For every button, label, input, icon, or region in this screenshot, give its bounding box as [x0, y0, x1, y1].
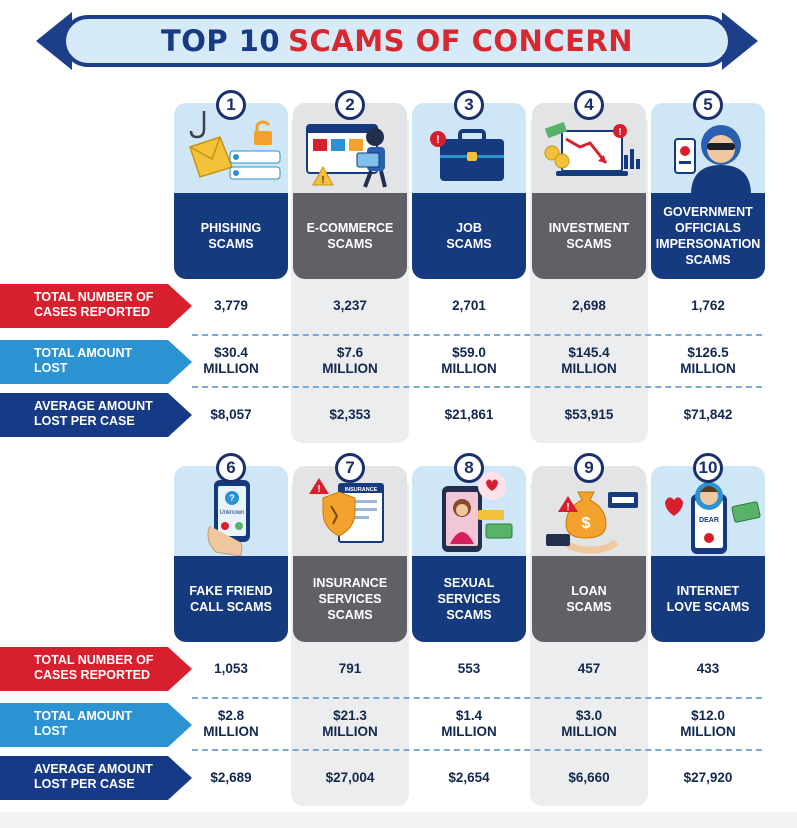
footer-strip — [0, 812, 797, 828]
page-title: TOP 10 SCAMS OF CONCERN — [62, 15, 732, 67]
value-cases: 3,237 — [333, 298, 367, 313]
value-cases: 1,053 — [214, 661, 248, 676]
value-amount: $12.0 MILLION — [680, 708, 736, 739]
value-amount: $1.4 MILLION — [441, 708, 497, 739]
value-average: $53,915 — [564, 407, 614, 422]
phone-call-icon: ? Unknown — [174, 466, 288, 572]
row-label-average: AVERAGE AMOUNT LOST PER CASE — [0, 756, 192, 800]
briefcase-icon: ! — [412, 103, 526, 209]
scam-name: SEXUAL SERVICES SCAMS — [412, 556, 526, 642]
svg-text:INSURANCE: INSURANCE — [345, 487, 378, 493]
row-label-cases: TOTAL NUMBER OF CASES REPORTED — [0, 284, 192, 328]
row-separator — [192, 386, 762, 388]
scam-name: PHISHING SCAMS — [174, 193, 288, 279]
svg-text:Unknown: Unknown — [219, 510, 244, 516]
value-amount: $30.4 MILLION — [203, 345, 259, 376]
rank-badge: 1 — [216, 90, 246, 120]
value-cases: 553 — [457, 661, 481, 676]
rank-badge: 5 — [693, 90, 723, 120]
value-cases: 3,779 — [214, 298, 248, 313]
row-separator — [192, 749, 762, 751]
rank-badge: 2 — [335, 90, 365, 120]
title-banner: TOP 10 SCAMS OF CONCERN — [36, 12, 758, 70]
svg-text:DEAR: DEAR — [699, 517, 719, 524]
rank-badge: 9 — [574, 453, 604, 483]
shopping-browser-thief-icon: ! — [293, 103, 407, 209]
value-cases: 1,762 — [691, 298, 725, 313]
value-average: $27,920 — [683, 770, 733, 785]
title-part-2: SCAMS OF CONCERN — [288, 24, 634, 58]
value-amount: $59.0 MILLION — [441, 345, 497, 376]
heart-phone-avatar-icon: DEAR — [651, 466, 765, 572]
rank-badge: 6 — [216, 453, 246, 483]
value-amount: $21.3 MILLION — [322, 708, 378, 739]
value-average: $71,842 — [683, 407, 733, 422]
value-average: $21,861 — [444, 407, 494, 422]
scam-name: LOAN SCAMS — [532, 556, 646, 642]
value-average: $2,353 — [329, 407, 371, 422]
money-bag-hand-icon: $ ! — [532, 466, 646, 572]
insurance-document-icon: INSURANCE ! — [293, 466, 407, 572]
svg-text:!: ! — [618, 127, 621, 138]
scam-name: FAKE FRIEND CALL SCAMS — [174, 556, 288, 642]
row-label-average: AVERAGE AMOUNT LOST PER CASE — [0, 393, 192, 437]
svg-text:!: ! — [436, 134, 440, 146]
row-separator — [192, 334, 762, 336]
rank-badge: 3 — [454, 90, 484, 120]
scam-name: INSURANCE SERVICES SCAMS — [293, 556, 407, 642]
title-part-1: TOP 10 — [160, 24, 281, 58]
svg-text:!: ! — [321, 175, 324, 186]
value-cases: 433 — [696, 661, 720, 676]
row-separator — [192, 697, 762, 699]
value-average: $8,057 — [210, 407, 252, 422]
phone-woman-money-icon — [412, 466, 526, 572]
rank-badge: 8 — [454, 453, 484, 483]
value-average: $27,004 — [325, 770, 375, 785]
scam-name: JOB SCAMS — [412, 193, 526, 279]
scam-name: INTERNET LOVE SCAMS — [651, 556, 765, 642]
value-average: $2,654 — [448, 770, 490, 785]
svg-text:$: $ — [582, 515, 591, 532]
falling-chart-money-icon: ! — [532, 103, 646, 209]
value-cases: 791 — [338, 661, 362, 676]
svg-text:!: ! — [566, 502, 569, 513]
scam-name: GOVERNMENT OFFICIALS IMPERSONATION SCAMS — [651, 193, 765, 279]
value-amount: $145.4 MILLION — [561, 345, 617, 376]
scam-name: INVESTMENT SCAMS — [532, 193, 646, 279]
value-amount: $2.8 MILLION — [203, 708, 259, 739]
value-amount: $3.0 MILLION — [561, 708, 617, 739]
value-cases: 457 — [577, 661, 601, 676]
row-label-amount: TOTAL AMOUNT LOST — [0, 703, 192, 747]
value-amount: $7.6 MILLION — [322, 345, 378, 376]
masked-impostor-icon — [651, 103, 765, 209]
value-cases: 2,698 — [572, 298, 606, 313]
rank-badge: 10 — [693, 453, 723, 483]
svg-text:?: ? — [229, 493, 235, 503]
phishing-hook-envelope-icon — [174, 103, 288, 209]
value-average: $2,689 — [210, 770, 252, 785]
value-amount: $126.5 MILLION — [680, 345, 736, 376]
value-average: $6,660 — [568, 770, 610, 785]
svg-text:!: ! — [317, 484, 320, 495]
value-cases: 2,701 — [452, 298, 486, 313]
row-label-cases: TOTAL NUMBER OF CASES REPORTED — [0, 647, 192, 691]
rank-badge: 4 — [574, 90, 604, 120]
rank-badge: 7 — [335, 453, 365, 483]
row-label-amount: TOTAL AMOUNT LOST — [0, 340, 192, 384]
scam-name: E-COMMERCE SCAMS — [293, 193, 407, 279]
